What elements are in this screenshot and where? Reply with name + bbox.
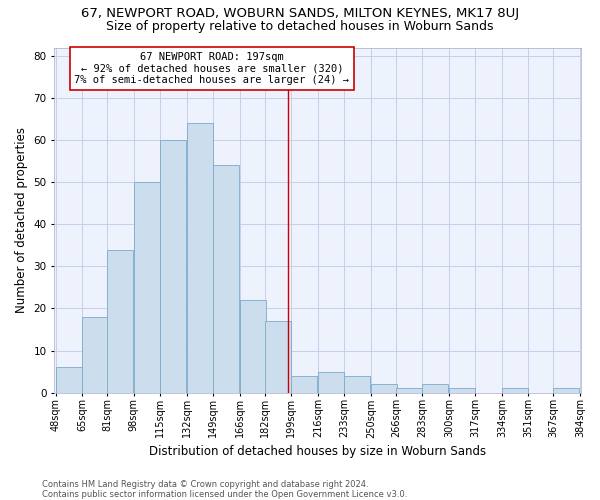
Bar — [371, 384, 397, 392]
Text: 67 NEWPORT ROAD: 197sqm
← 92% of detached houses are smaller (320)
7% of semi-de: 67 NEWPORT ROAD: 197sqm ← 92% of detache… — [74, 52, 349, 85]
Bar — [344, 376, 370, 392]
Y-axis label: Number of detached properties: Number of detached properties — [15, 127, 28, 313]
Bar — [292, 376, 317, 392]
Bar — [187, 124, 213, 392]
X-axis label: Distribution of detached houses by size in Woburn Sands: Distribution of detached houses by size … — [149, 444, 487, 458]
Bar — [240, 300, 266, 392]
Bar — [134, 182, 160, 392]
Text: 67, NEWPORT ROAD, WOBURN SANDS, MILTON KEYNES, MK17 8UJ: 67, NEWPORT ROAD, WOBURN SANDS, MILTON K… — [81, 8, 519, 20]
Bar — [107, 250, 133, 392]
Text: Size of property relative to detached houses in Woburn Sands: Size of property relative to detached ho… — [106, 20, 494, 33]
Bar — [318, 372, 344, 392]
Bar — [502, 388, 528, 392]
Bar — [553, 388, 580, 392]
Bar — [449, 388, 475, 392]
Bar — [396, 388, 422, 392]
Bar — [422, 384, 448, 392]
Bar — [56, 368, 82, 392]
Bar — [82, 317, 109, 392]
Bar — [265, 321, 291, 392]
Bar — [214, 166, 239, 392]
Bar — [160, 140, 187, 392]
Text: Contains HM Land Registry data © Crown copyright and database right 2024.
Contai: Contains HM Land Registry data © Crown c… — [42, 480, 407, 499]
